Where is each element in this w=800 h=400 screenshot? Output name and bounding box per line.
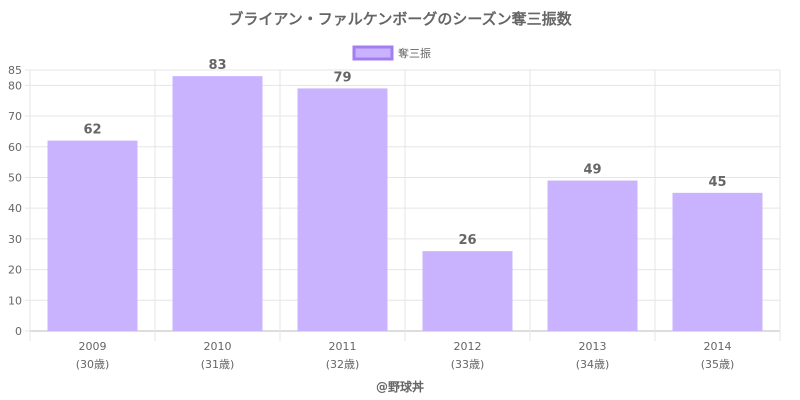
bar[interactable] xyxy=(422,251,513,331)
x-tick-sublabel: (32歳) xyxy=(326,358,360,371)
bar-value-label: 49 xyxy=(583,163,601,178)
bar-value-label: 45 xyxy=(708,175,726,190)
x-tick-label: 2014 xyxy=(704,340,732,353)
value-labels: 62 83 79 26 49 45 xyxy=(83,58,726,248)
x-tick-sublabel: (33歳) xyxy=(451,358,485,371)
bar-value-label: 62 xyxy=(83,123,101,138)
bar[interactable] xyxy=(547,180,638,331)
x-tick-label: 2013 xyxy=(579,340,607,353)
footer-credit: @野球丼 xyxy=(376,379,424,394)
x-tick-label: 2009 xyxy=(79,340,107,353)
legend-swatch xyxy=(352,45,394,61)
x-tick-label: 2011 xyxy=(329,340,357,353)
y-tick-label: 85 xyxy=(8,64,22,77)
x-tick-sublabel: (31歳) xyxy=(201,358,235,371)
bar-value-label: 83 xyxy=(208,58,226,73)
y-tick-label: 80 xyxy=(8,79,22,92)
bar[interactable] xyxy=(672,192,763,331)
bar-value-label: 26 xyxy=(458,233,476,248)
y-tick-label: 10 xyxy=(8,294,22,307)
y-tick-label: 30 xyxy=(8,233,22,246)
y-tick-label: 0 xyxy=(15,325,22,338)
y-tick-label: 60 xyxy=(8,141,22,154)
x-tick-label: 2010 xyxy=(204,340,232,353)
bar[interactable] xyxy=(297,88,388,332)
legend: 奪三振 xyxy=(352,45,431,61)
x-tick-label: 2012 xyxy=(454,340,482,353)
x-axis-labels: 2009 (30歳) 2010 (31歳) 2011 (32歳) 2012 (33歳) 2013… xyxy=(76,340,735,371)
y-axis-labels: 0 10 20 30 40 50 60 70 80 85 xyxy=(8,64,22,338)
y-tick-label: 40 xyxy=(8,202,22,215)
x-tick-sublabel: (34歳) xyxy=(576,358,610,371)
bar[interactable] xyxy=(47,140,138,331)
legend-label: 奪三振 xyxy=(398,46,431,60)
x-tick-sublabel: (30歳) xyxy=(76,358,110,371)
bar-value-label: 79 xyxy=(333,70,351,85)
x-tick-sublabel: (35歳) xyxy=(701,358,735,371)
grid xyxy=(25,69,781,341)
chart-title: ブライアン・ファルケンボーグのシーズン奪三振数 xyxy=(228,10,572,28)
y-tick-label: 70 xyxy=(8,110,22,123)
y-tick-label: 20 xyxy=(8,264,22,277)
y-tick-label: 50 xyxy=(8,171,22,184)
bars xyxy=(47,76,763,332)
bar[interactable] xyxy=(172,76,263,331)
